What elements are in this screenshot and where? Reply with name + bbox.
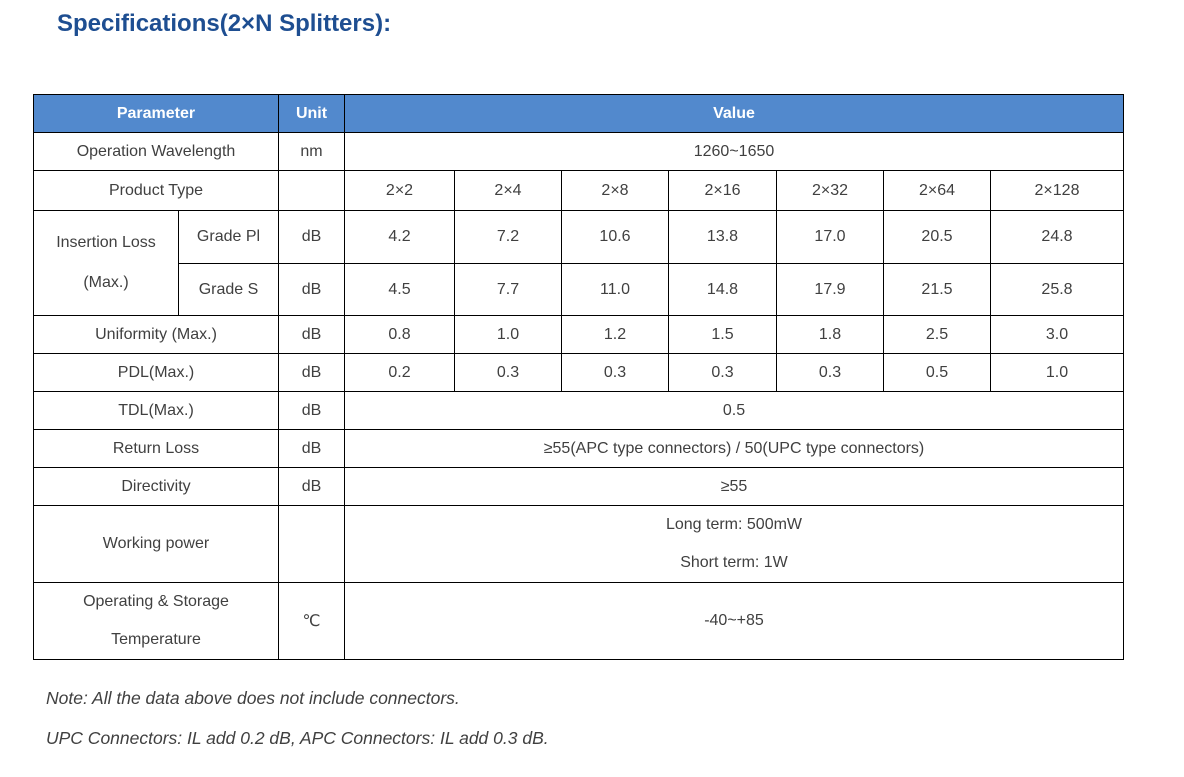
value-cell: 4.5 [344, 263, 455, 316]
param-label-insertion-loss: Insertion Loss (Max.) [33, 210, 179, 316]
note-line: UPC Connectors: IL add 0.2 dB, APC Conne… [46, 728, 549, 748]
param-label-line2: Temperature [111, 631, 201, 648]
param-label-line2: (Max.) [83, 274, 129, 291]
value-cell: 1.5 [668, 315, 777, 354]
param-label: TDL(Max.) [33, 391, 279, 430]
unit-cell [278, 170, 345, 211]
row-working-power: Working power Long term: 500mW Short ter… [33, 505, 1124, 583]
value-cell: 7.2 [454, 210, 562, 264]
value-cell: 11.0 [561, 263, 669, 316]
value-cell: 3.0 [990, 315, 1124, 354]
value-cell: 0.2 [344, 353, 455, 392]
value-cell-working-power: Long term: 500mW Short term: 1W [344, 505, 1124, 583]
value-cell: 1.0 [990, 353, 1124, 392]
param-label: Directivity [33, 467, 279, 506]
unit-cell [278, 505, 345, 583]
row-return-loss: Return Loss dB ≥55(APC type connectors) … [33, 429, 1124, 468]
row-insertion-loss-grade-pl: Insertion Loss (Max.) Grade Pl dB 4.2 7.… [33, 210, 1124, 316]
value-cell: ≥55(APC type connectors) / 50(UPC type c… [344, 429, 1124, 468]
footnotes: Note: All the data above does not includ… [46, 678, 549, 758]
param-label: Operation Wavelength [33, 132, 279, 171]
param-label: Return Loss [33, 429, 279, 468]
param-label-temperature: Operating & Storage Temperature [33, 582, 279, 660]
value-cell: 13.8 [668, 210, 777, 264]
note-line: Note: All the data above does not includ… [46, 688, 460, 708]
param-label: PDL(Max.) [33, 353, 279, 392]
row-directivity: Directivity dB ≥55 [33, 467, 1124, 506]
row-operation-wavelength: Operation Wavelength nm 1260~1650 [33, 132, 1124, 171]
value-cell: 2×64 [883, 170, 991, 211]
value-cell: 1.0 [454, 315, 562, 354]
value-cell: 2×128 [990, 170, 1124, 211]
value-cell: 2×16 [668, 170, 777, 211]
unit-cell: dB [278, 467, 345, 506]
unit-cell: dB [278, 210, 345, 264]
unit-cell: dB [278, 429, 345, 468]
value-cell: 17.9 [776, 263, 884, 316]
row-product-type: Product Type 2×2 2×4 2×8 2×16 2×32 2×64 … [33, 170, 1124, 211]
value-cell: 20.5 [883, 210, 991, 264]
param-label-line1: Insertion Loss [56, 234, 156, 251]
value-cell: 0.8 [344, 315, 455, 354]
page-title: Specifications(2×N Splitters): [57, 10, 392, 37]
value-cell: 17.0 [776, 210, 884, 264]
col-header-value: Value [344, 94, 1124, 133]
value-cell: -40~+85 [344, 582, 1124, 660]
value-cell: 1.8 [776, 315, 884, 354]
unit-cell: nm [278, 132, 345, 171]
param-label: Uniformity (Max.) [33, 315, 279, 354]
row-pdl: PDL(Max.) dB 0.2 0.3 0.3 0.3 0.3 0.5 1.0 [33, 353, 1124, 392]
unit-cell: dB [278, 315, 345, 354]
param-label: Product Type [33, 170, 279, 211]
value-cell: 2.5 [883, 315, 991, 354]
value-cell: ≥55 [344, 467, 1124, 506]
working-power-short-term: Short term: 1W [680, 554, 788, 571]
value-cell: 25.8 [990, 263, 1124, 316]
grade-label: Grade Pl [178, 210, 279, 264]
value-cell: 14.8 [668, 263, 777, 316]
value-cell: 0.3 [561, 353, 669, 392]
value-cell: 0.3 [668, 353, 777, 392]
table-header-row: Parameter Unit Value [33, 94, 1124, 133]
unit-cell: dB [278, 353, 345, 392]
param-label: Working power [33, 505, 279, 583]
row-insertion-loss-grade-s: Grade S dB 4.5 7.7 11.0 14.8 17.9 21.5 2… [34, 263, 1124, 316]
value-cell: 2×4 [454, 170, 562, 211]
unit-cell: dB [278, 263, 345, 316]
value-cell: 2×8 [561, 170, 669, 211]
value-cell: 1.2 [561, 315, 669, 354]
value-cell: 4.2 [344, 210, 455, 264]
col-header-parameter: Parameter [33, 94, 279, 133]
value-cell: 24.8 [990, 210, 1124, 264]
value-cell: 2×32 [776, 170, 884, 211]
value-cell: 1260~1650 [344, 132, 1124, 171]
value-cell: 0.3 [454, 353, 562, 392]
col-header-unit: Unit [278, 94, 345, 133]
unit-cell: dB [278, 391, 345, 430]
specifications-table: Parameter Unit Value Operation Wavelengt… [33, 94, 1124, 660]
value-cell: 10.6 [561, 210, 669, 264]
value-cell: 7.7 [454, 263, 562, 316]
working-power-long-term: Long term: 500mW [665, 516, 803, 533]
row-uniformity: Uniformity (Max.) dB 0.8 1.0 1.2 1.5 1.8… [33, 315, 1124, 354]
param-label-line1: Operating & Storage [83, 593, 229, 610]
unit-cell: ℃ [278, 582, 345, 660]
value-cell: 2×2 [344, 170, 455, 211]
value-cell: 0.3 [776, 353, 884, 392]
row-temperature: Operating & Storage Temperature ℃ -40~+8… [33, 582, 1124, 660]
value-cell: 0.5 [344, 391, 1124, 430]
value-cell: 21.5 [883, 263, 991, 316]
value-cell: 0.5 [883, 353, 991, 392]
grade-label: Grade S [178, 263, 279, 316]
row-tdl: TDL(Max.) dB 0.5 [33, 391, 1124, 430]
